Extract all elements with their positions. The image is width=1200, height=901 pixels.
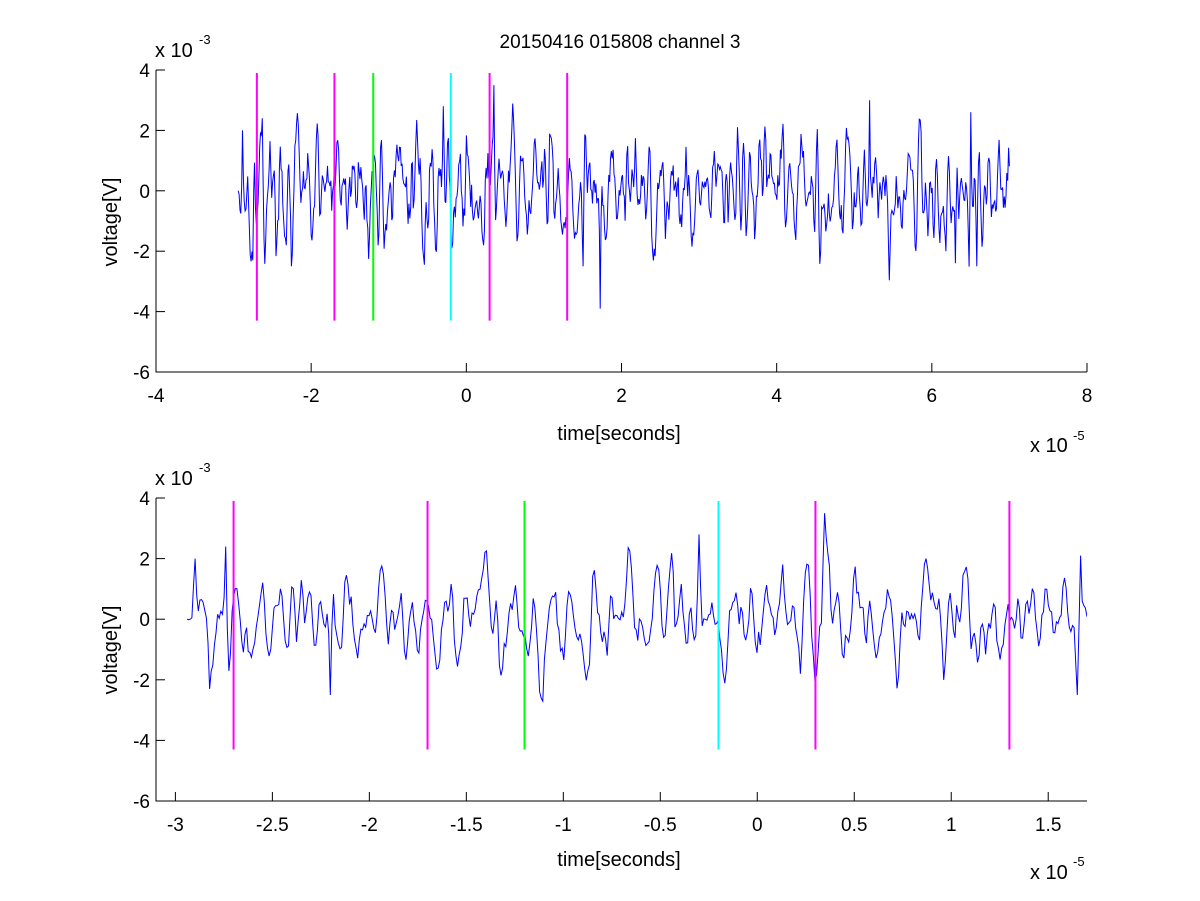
top-y-tick-label: 0 [139, 182, 150, 203]
top-y-tick-label: 4 [139, 61, 150, 82]
bottom-x-multiplier-exponent: -5 [1073, 854, 1085, 869]
bottom-y-multiplier-exponent: -3 [199, 460, 211, 475]
top-x-tick-label: 6 [927, 386, 938, 407]
bottom-y-tick-label: 4 [139, 489, 150, 510]
bottom-x-tick-label: -2 [361, 815, 378, 836]
top-y-tick-label: -6 [133, 363, 150, 384]
bottom-x-tick-label: 1.5 [1035, 815, 1061, 836]
top-x-tick-label: -2 [303, 386, 320, 407]
top-signal-line [237, 85, 1010, 309]
bottom-x-tick-label: 0.5 [841, 815, 867, 836]
top-axis-lines [155, 70, 1087, 373]
bottom-x-axis-title: time[seconds] [557, 849, 680, 871]
bottom-x-tick-label: 1 [946, 815, 957, 836]
bottom-x-tick-label: -3 [167, 815, 184, 836]
top-y-multiplier-exponent: -3 [199, 32, 211, 47]
bottom-y-tick-label: 2 [139, 550, 150, 571]
top-axes: x 10 -3 voltage[V] time[seconds] x 10 -5… [100, 32, 1092, 457]
top-x-tick-label: 8 [1082, 386, 1093, 407]
top-x-tick-label: 4 [771, 386, 782, 407]
figure-title: 20150416 015808 channel 3 [500, 32, 741, 53]
top-x-tick-label: 2 [616, 386, 627, 407]
bottom-x-tick-label: -1 [555, 815, 572, 836]
top-x-multiplier-exponent: -5 [1073, 428, 1085, 443]
top-y-axis-title: voltage[V] [100, 178, 122, 267]
top-y-multiplier: x 10 [155, 40, 193, 62]
bottom-y-tick-label: -2 [133, 671, 150, 692]
top-x-tick-label: -4 [148, 386, 165, 407]
bottom-signal-line [186, 513, 1087, 703]
bottom-x-tick-label: -2.5 [256, 815, 289, 836]
bottom-y-axis-title: voltage[V] [100, 606, 122, 695]
top-y-tick-label: -4 [133, 303, 150, 324]
bottom-y-tick-label: -4 [133, 731, 150, 752]
bottom-x-multiplier: x 10 [1030, 862, 1068, 884]
bottom-y-tick-label: -6 [133, 792, 150, 813]
top-x-tick-label: 0 [461, 386, 472, 407]
top-y-tick-label: -2 [133, 242, 150, 263]
bottom-x-tick-label: -0.5 [644, 815, 677, 836]
top-y-tick-label: 2 [139, 121, 150, 142]
bottom-y-tick-label: 0 [139, 610, 150, 631]
top-x-axis-title: time[seconds] [557, 423, 680, 445]
bottom-y-multiplier: x 10 [155, 468, 193, 490]
bottom-axis-lines [155, 498, 1087, 802]
bottom-x-tick-label: -1.5 [450, 815, 483, 836]
top-x-multiplier: x 10 [1030, 435, 1068, 457]
bottom-x-tick-label: 0 [752, 815, 763, 836]
bottom-axes: x 10 -3 voltage[V] time[seconds] x 10 -5… [100, 460, 1087, 884]
